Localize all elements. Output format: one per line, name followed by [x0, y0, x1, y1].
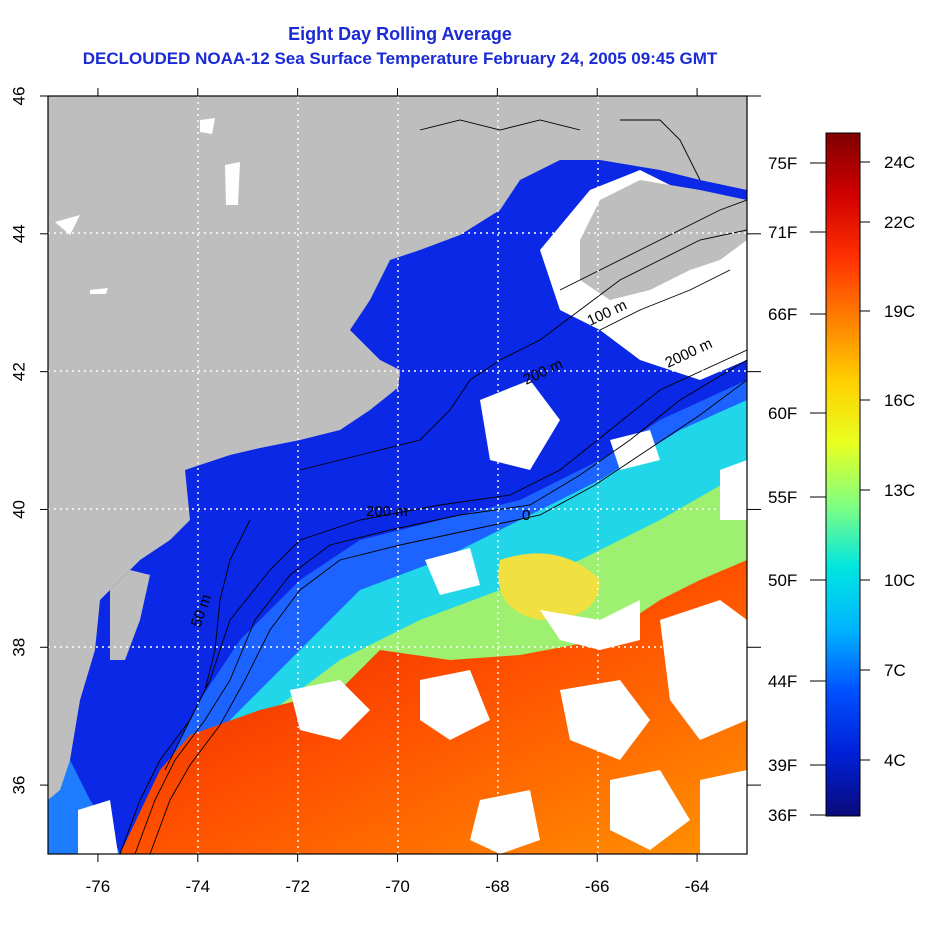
- celsius-label: 22C: [884, 213, 915, 232]
- fahrenheit-label: 71F: [768, 223, 797, 242]
- colorbar: [825, 132, 861, 817]
- celsius-label: 10C: [884, 571, 915, 590]
- lon-tick-label: -70: [385, 877, 410, 896]
- celsius-label: 24C: [884, 153, 915, 172]
- map-plot-area: 50 m 200 m 100 m 200 m 2000 m 0: [48, 96, 747, 854]
- bathymetry-contours: [119, 119, 747, 854]
- lon-tick-label: -74: [185, 877, 210, 896]
- lon-tick-label: -66: [585, 877, 610, 896]
- lon-tick-label: -68: [485, 877, 510, 896]
- lon-tick-label: -72: [285, 877, 310, 896]
- fahrenheit-label: 66F: [768, 305, 797, 324]
- fahrenheit-label: 60F: [768, 404, 797, 423]
- fahrenheit-label: 39F: [768, 756, 797, 775]
- lat-tick-label: 46: [9, 87, 28, 106]
- lat-tick-label: 38: [9, 638, 28, 657]
- lat-tick-label: 42: [9, 362, 28, 381]
- contour-label-200m-south: 200 m: [366, 503, 408, 520]
- contour-label-0: 0: [522, 507, 530, 524]
- fahrenheit-label: 75F: [768, 154, 797, 173]
- cape-cod: [380, 360, 400, 390]
- lon-tick-label: -76: [86, 877, 111, 896]
- graticule: [48, 96, 747, 854]
- map-axes: -76 -74 -72 -70 -68 -66 -64 36 38 40 42 44 46: [9, 87, 761, 896]
- lat-tick-label: 44: [9, 224, 28, 243]
- celsius-label: 13C: [884, 481, 915, 500]
- fahrenheit-label: 55F: [768, 488, 797, 507]
- fahrenheit-label: 36F: [768, 806, 797, 825]
- colorbar-labels: 24C 22C 19C 16C 13C 10C 7C 4C 75F 71F 66F 60F 55F 50F…: [768, 153, 915, 825]
- celsius-label: 7C: [884, 661, 906, 680]
- nova-scotia: [580, 180, 747, 300]
- fahrenheit-label: 50F: [768, 571, 797, 590]
- lon-tick-label: -64: [685, 877, 710, 896]
- map-title: Eight Day Rolling Average: [288, 24, 512, 44]
- warm-eddy: [498, 553, 600, 620]
- celsius-label: 4C: [884, 751, 906, 770]
- lakes: [55, 118, 240, 294]
- land-mass: [48, 96, 747, 800]
- fahrenheit-label: 44F: [768, 672, 797, 691]
- map-subtitle: DECLOUDED NOAA-12 Sea Surface Temperatur…: [82, 49, 718, 68]
- lat-tick-label: 36: [9, 776, 28, 795]
- chesapeake-water: [48, 680, 120, 854]
- celsius-label: 19C: [884, 302, 915, 321]
- celsius-label: 16C: [884, 391, 915, 410]
- lat-tick-label: 40: [9, 500, 28, 519]
- delmarva: [110, 570, 150, 660]
